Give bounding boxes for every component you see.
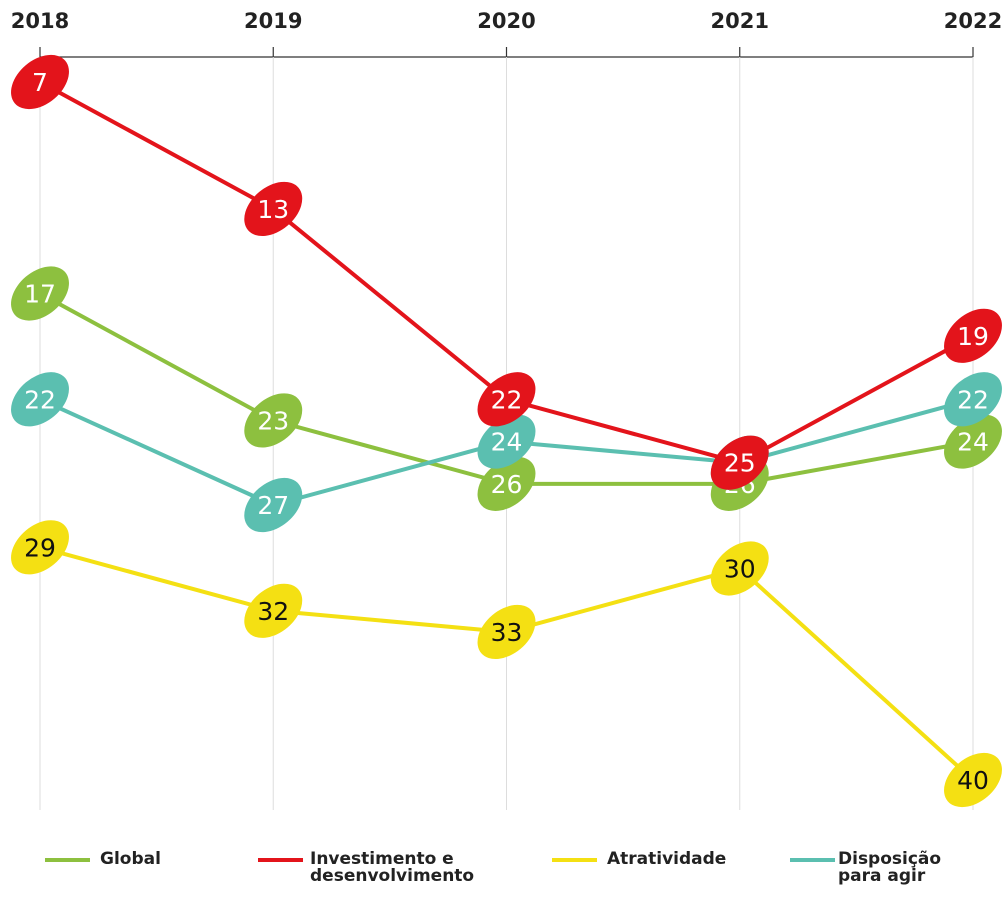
data-label: 27 [257,491,289,520]
x-tick-label: 2022 [944,9,1002,33]
marker [944,308,1002,363]
data-label: 19 [957,322,989,351]
legend-swatch [258,858,303,862]
series-markers: 29 32 33 30 40 [11,520,1002,808]
data-label: 32 [257,597,289,626]
legend-label: Global [100,849,161,869]
marker [944,372,1002,427]
data-label: 30 [724,554,756,583]
marker [477,372,536,427]
marker [477,604,536,660]
data-label: 25 [724,449,756,478]
series-markers: 7 13 22 25 19 [11,54,1002,490]
data-label: 40 [957,766,989,795]
legend-label: Investimento e desenvolvimento [310,849,475,886]
data-label: 22 [957,385,989,414]
data-label: 17 [24,280,56,309]
data-label: 24 [491,428,523,457]
marker [944,414,1002,469]
x-tick-label: 2019 [244,9,302,33]
x-tick-label: 2021 [711,9,769,33]
series-markers: 1723262624 [11,266,1002,511]
marker [11,266,69,321]
marker [244,181,303,237]
legend-swatch [790,858,835,862]
marker [244,583,303,638]
marker [244,477,303,533]
marker [710,541,769,596]
data-label: 24 [957,428,989,457]
data-label: 7 [32,68,48,97]
x-tick-label: 2018 [11,9,69,33]
marker [944,752,1002,808]
data-label: 13 [257,195,289,224]
legend-label: Atratividade [607,849,727,869]
legend-swatch [45,858,90,862]
marker [244,393,303,448]
data-label: 26 [491,470,523,499]
data-label: 22 [491,385,523,414]
data-label: 23 [257,406,289,435]
legend-swatch [552,858,597,862]
marker [11,520,69,575]
marker [477,456,536,511]
data-label: 22 [24,385,56,414]
x-tick-label: 2020 [477,9,535,33]
data-label: 33 [491,618,523,647]
legend-label: Disposição para agir [838,849,942,886]
data-label: 29 [24,533,56,562]
marker [11,54,69,110]
marker [477,414,536,469]
marker [11,372,69,427]
marker [710,435,769,490]
